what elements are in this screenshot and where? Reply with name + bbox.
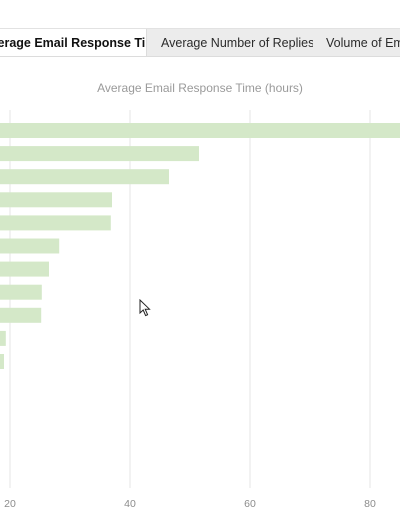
bar — [0, 284, 42, 300]
bar — [0, 307, 42, 323]
bar — [0, 146, 199, 162]
tab-average-number-of-replies[interactable]: Average Number of Replies — [147, 29, 313, 56]
tab-label: Average Email Response Time — [0, 36, 146, 50]
chart-tab-bar: Average Email Response Time Average Numb… — [0, 28, 400, 57]
chart-title: Average Email Response Time (hours) — [97, 81, 303, 95]
tab-average-email-response-time[interactable]: Average Email Response Time — [0, 29, 147, 56]
bar — [0, 354, 4, 369]
bar — [0, 330, 6, 346]
bar — [0, 238, 60, 254]
tab-label: Average Number of Replies — [161, 36, 313, 50]
bar — [0, 192, 112, 208]
mouse-cursor-icon — [139, 299, 151, 317]
x-tick-label: 20 — [4, 498, 16, 510]
x-tick-label: 40 — [124, 498, 136, 510]
bar — [0, 123, 400, 138]
bar — [0, 261, 49, 277]
bar — [0, 169, 169, 185]
x-tick-label: 60 — [244, 498, 256, 510]
bar — [0, 215, 111, 231]
tab-label: Volume of Emails — [326, 36, 400, 50]
tab-volume-of-emails[interactable]: Volume of Emails — [313, 29, 400, 56]
x-tick-label: 80 — [364, 498, 376, 510]
